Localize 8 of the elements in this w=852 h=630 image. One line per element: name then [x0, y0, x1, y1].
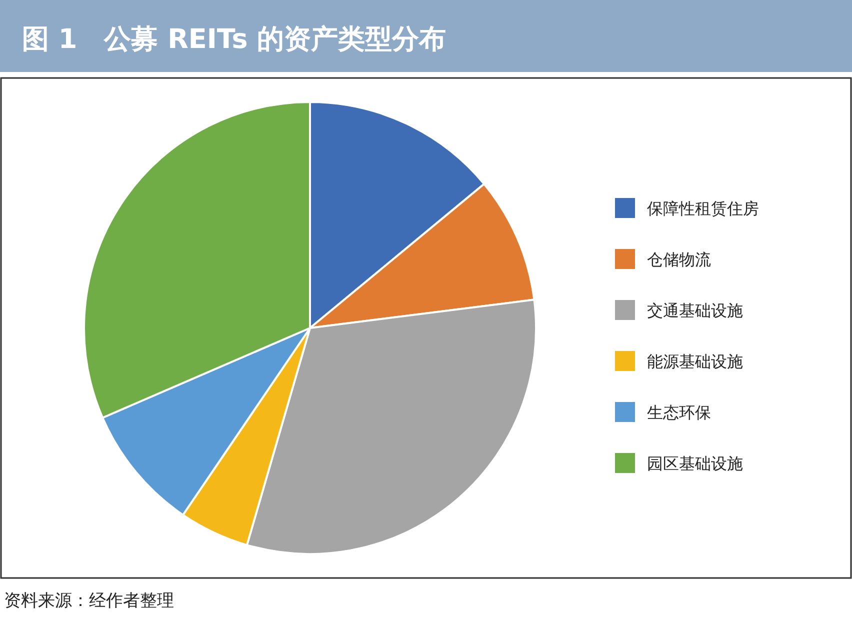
chart-title: 图 1 公募 REITs 的资产类型分布: [22, 24, 446, 55]
legend-label: 能源基础设施: [647, 352, 743, 371]
legend-label: 交通基础设施: [647, 301, 743, 320]
legend-label: 保障性租赁住房: [647, 199, 759, 218]
legend-label: 园区基础设施: [647, 454, 743, 473]
text: 资料来源：经作者整理: [4, 591, 174, 611]
legend-label: 生态环保: [647, 403, 711, 422]
legend-label: 仓储物流: [647, 250, 711, 269]
